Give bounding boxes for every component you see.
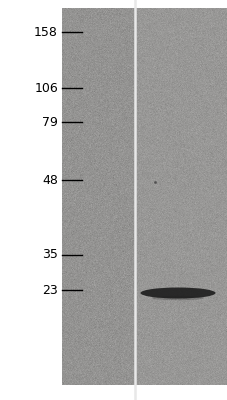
Text: 35: 35 xyxy=(42,248,58,262)
Bar xyxy=(134,8,227,385)
Text: 79: 79 xyxy=(42,116,58,128)
Text: 48: 48 xyxy=(42,174,58,186)
Text: 106: 106 xyxy=(34,82,58,94)
Ellipse shape xyxy=(140,288,215,298)
Ellipse shape xyxy=(151,296,203,300)
Bar xyxy=(62,8,134,385)
Text: 158: 158 xyxy=(34,26,58,38)
Text: 23: 23 xyxy=(42,284,58,296)
